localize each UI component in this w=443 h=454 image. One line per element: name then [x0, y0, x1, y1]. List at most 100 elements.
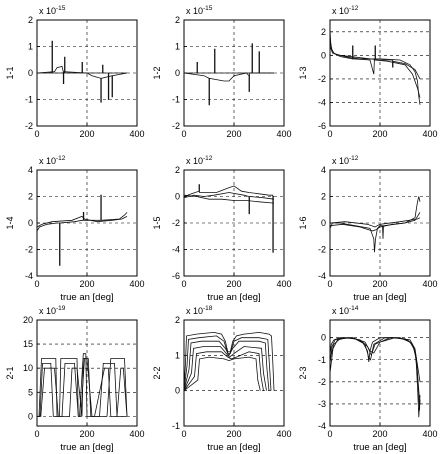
- x-axis-label: true an [deg]: [60, 442, 113, 453]
- x-tick-label: 0: [34, 279, 39, 289]
- x-tick-label: 0: [181, 429, 186, 439]
- x-tick-label: 0: [181, 129, 186, 139]
- y-tick-label: 2: [28, 192, 33, 202]
- x-tick-label: 200: [79, 279, 94, 289]
- x-tick-label: 400: [422, 279, 437, 289]
- y-tick-label: 2: [175, 15, 180, 25]
- x-axis-label: true an [deg]: [353, 442, 406, 453]
- x-tick-label: 400: [276, 429, 291, 439]
- x-tick-label: 0: [34, 429, 39, 439]
- axis-exponent-label: x 10-15: [39, 5, 66, 16]
- axis-exponent-label: x 10-15: [186, 5, 213, 16]
- x-tick-label: 0: [327, 279, 332, 289]
- y-tick-label: 1: [28, 42, 33, 52]
- x-tick-label: 200: [79, 429, 94, 439]
- series-group: [330, 29, 421, 105]
- y-tick-label: 0: [321, 218, 326, 228]
- exponent-base: x 10: [186, 306, 203, 316]
- x-tick-label: 200: [372, 429, 387, 439]
- exponent-value: -14: [349, 305, 359, 312]
- series-line-1: [184, 43, 274, 74]
- x-tick-label: 0: [34, 129, 39, 139]
- subplot-1-2: 0 200 400 -2 -1 0 1 2 x 10-15 1-2: [152, 5, 292, 139]
- y-tick-label: 2: [175, 315, 180, 325]
- x-tick-label: 200: [372, 279, 387, 289]
- y-tick-label: -2: [318, 74, 326, 84]
- y-axis-label: 1-1: [5, 66, 15, 79]
- y-tick-label: -2: [25, 121, 33, 131]
- exponent-value: -12: [56, 155, 66, 162]
- series-line-3: [330, 217, 421, 228]
- series-line-2: [184, 72, 274, 106]
- exponent-base: x 10: [332, 156, 349, 166]
- exponent-value: -12: [203, 155, 213, 162]
- y-tick-label: 0: [175, 192, 180, 202]
- y-axis-label: 1-2: [152, 66, 162, 79]
- x-tick-label: 400: [129, 129, 144, 139]
- series-line-5: [184, 351, 264, 391]
- y-axis-label: 1-6: [298, 216, 308, 229]
- subplot-1-4: 0 200 400 -4 -2 0 2 4 x 10-12 1-4 true an [deg]: [5, 155, 145, 303]
- y-tick-label: -4: [172, 245, 180, 255]
- y-tick-label: -2: [318, 377, 326, 387]
- exponent-base: x 10: [332, 6, 349, 16]
- x-tick-label: 200: [79, 129, 94, 139]
- y-tick-label: 15: [23, 339, 33, 349]
- y-tick-label: 2: [28, 15, 33, 25]
- exponent-base: x 10: [39, 306, 56, 316]
- x-tick-label: 0: [181, 279, 186, 289]
- x-axis-label: true an [deg]: [207, 442, 260, 453]
- x-axis-label: true an [deg]: [353, 292, 406, 303]
- series-line-3: [184, 194, 275, 204]
- x-tick-label: 0: [327, 129, 332, 139]
- series-group: [37, 194, 128, 266]
- series-line-1: [37, 194, 128, 266]
- series-line-2: [37, 215, 128, 228]
- exponent-value: -15: [56, 5, 66, 12]
- x-tick-label: 400: [129, 429, 144, 439]
- subplot-1-6: 0 200 400 -4 -2 0 2 4 x 10-12 1-6 true an [deg]: [298, 155, 438, 303]
- x-tick-label: 400: [422, 129, 437, 139]
- x-tick-label: 200: [226, 129, 241, 139]
- exponent-value: -12: [349, 5, 359, 12]
- subplot-1-3: 0 200 400 -6 -4 -2 0 2 x 10-12 1-3: [298, 5, 438, 139]
- y-tick-label: 1: [175, 42, 180, 52]
- series-line-3: [37, 358, 128, 417]
- series-group: [37, 40, 128, 103]
- exponent-base: x 10: [332, 306, 349, 316]
- axis-exponent-label: x 10-12: [332, 5, 359, 16]
- exponent-value: -18: [203, 305, 213, 312]
- exponent-base: x 10: [39, 156, 56, 166]
- series-line-2: [184, 192, 275, 215]
- x-tick-label: 400: [276, 129, 291, 139]
- x-tick-label: 200: [372, 129, 387, 139]
- axis-exponent-label: x 10-12: [186, 155, 213, 166]
- series-group: [184, 184, 275, 253]
- y-axis-label: 1-3: [298, 66, 308, 79]
- y-tick-label: 4: [321, 165, 326, 175]
- exponent-value: -19: [56, 305, 66, 312]
- exponent-value: -12: [349, 155, 359, 162]
- series-line-4: [184, 346, 267, 391]
- y-tick-label: -1: [25, 95, 33, 105]
- series-line-2: [37, 358, 127, 417]
- series-group: [184, 43, 274, 106]
- exponent-base: x 10: [39, 6, 56, 16]
- y-tick-label: -2: [172, 121, 180, 131]
- y-tick-label: 0: [28, 218, 33, 228]
- axis-exponent-label: x 10-12: [39, 155, 66, 166]
- series-line-2: [184, 335, 272, 391]
- y-tick-label: 2: [321, 27, 326, 37]
- y-tick-label: 10: [23, 363, 33, 373]
- x-tick-label: 400: [422, 429, 437, 439]
- y-tick-label: 2: [321, 192, 326, 202]
- y-tick-label: -6: [172, 271, 180, 281]
- series-line-4: [330, 337, 421, 382]
- series-line-3: [184, 340, 270, 391]
- axis-exponent-label: x 10-14: [332, 305, 359, 316]
- series-line-1: [330, 29, 421, 105]
- x-tick-label: 200: [226, 279, 241, 289]
- series-line-2: [330, 212, 421, 232]
